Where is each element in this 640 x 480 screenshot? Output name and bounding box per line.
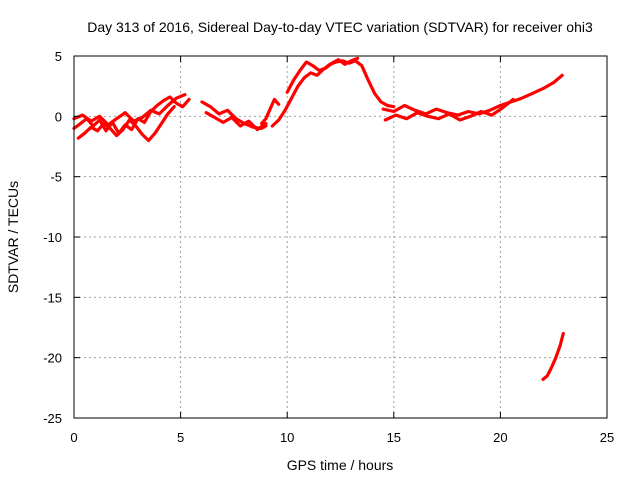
axis-ticks bbox=[73, 55, 608, 419]
series-line-sat-b bbox=[76, 105, 176, 143]
y-tick-label: -15 bbox=[43, 290, 62, 305]
x-tick-label: 10 bbox=[280, 430, 294, 445]
y-tick-labels: 5 0 -5 -10 -15 -20 -25 bbox=[43, 49, 62, 426]
x-tick-label: 0 bbox=[70, 430, 77, 445]
series-line-sat-a bbox=[72, 95, 191, 135]
series-line-sat-j bbox=[383, 97, 515, 122]
x-tick-label: 15 bbox=[387, 430, 401, 445]
series-line-sat-h bbox=[285, 56, 360, 94]
series-line-sat-e bbox=[204, 111, 268, 132]
x-tick-label: 5 bbox=[177, 430, 184, 445]
x-axis-label: GPS time / hours bbox=[287, 457, 394, 473]
y-axis-label: SDTVAR / TECUs bbox=[5, 181, 21, 293]
series-line-sat-f bbox=[260, 97, 281, 126]
y-tick-label: -5 bbox=[50, 170, 62, 185]
data-series bbox=[72, 56, 565, 381]
chart-title: Day 313 of 2016, Sidereal Day-to-day VTE… bbox=[87, 19, 593, 35]
x-tick-labels: 0 5 10 15 20 25 bbox=[70, 430, 614, 445]
y-tick-label: -10 bbox=[43, 230, 62, 245]
y-tick-label: 5 bbox=[55, 49, 62, 64]
y-tick-label: 0 bbox=[55, 109, 62, 124]
series-line-sat-k bbox=[541, 331, 565, 381]
y-tick-label: -20 bbox=[43, 351, 62, 366]
y-tick-label: -25 bbox=[43, 411, 62, 426]
x-tick-label: 20 bbox=[493, 430, 507, 445]
series-line-sat-c bbox=[72, 92, 187, 127]
series-line-sat-i bbox=[381, 73, 564, 117]
x-tick-label: 25 bbox=[600, 430, 614, 445]
